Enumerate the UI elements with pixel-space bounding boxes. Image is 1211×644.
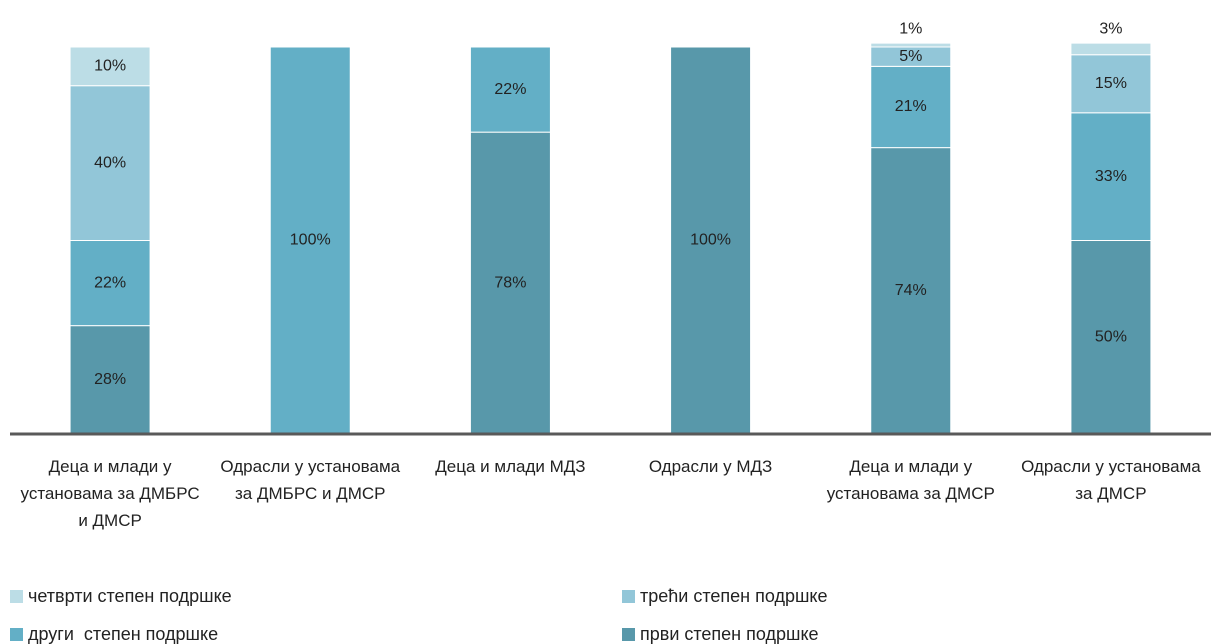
data-label: 40% xyxy=(94,154,126,171)
legend-swatch xyxy=(622,589,635,603)
legend-item: први степен подршке xyxy=(622,622,819,644)
legend-swatch xyxy=(10,589,23,603)
x-tick-label: Деца и млади у установама за ДМБРС и ДМС… xyxy=(20,457,200,530)
data-label: 22% xyxy=(94,274,126,291)
bar-segment xyxy=(670,46,752,435)
data-label: 1% xyxy=(899,20,922,37)
data-label: 15% xyxy=(1095,75,1127,92)
data-label: 10% xyxy=(94,58,126,75)
bar-segment xyxy=(269,46,351,435)
bar-segment xyxy=(1070,54,1152,114)
data-label: 5% xyxy=(899,48,922,65)
x-tick-label: Одрасли у установама за ДМСР xyxy=(1021,457,1201,503)
x-tick-label: Одрасли у МДЗ xyxy=(648,457,773,476)
x-tick-label: Деца и млади МДЗ xyxy=(435,457,586,476)
data-label: 3% xyxy=(1099,20,1122,37)
bar-segment xyxy=(69,325,151,435)
bar-segment xyxy=(870,42,952,48)
data-label: 22% xyxy=(494,81,526,98)
legend-label: први степен подршке xyxy=(640,623,819,644)
data-label: 100% xyxy=(690,232,731,249)
data-label: 100% xyxy=(290,232,331,249)
bar-segment xyxy=(69,240,151,327)
legend-item: трећи степен подршке xyxy=(622,584,828,608)
bar-segment xyxy=(870,65,952,149)
legend-item: четврти степен подршке xyxy=(10,584,232,608)
data-label: 74% xyxy=(895,282,927,299)
data-label: 21% xyxy=(895,98,927,115)
bar-segment xyxy=(69,46,151,87)
bar-segment xyxy=(469,46,551,133)
bar-segment xyxy=(1070,112,1152,241)
x-tick-label: Деца и млади у установама за ДМСР xyxy=(826,457,995,503)
x-tick-label: Одрасли у установама за ДМБРС и ДМСР xyxy=(220,457,401,503)
data-label: 50% xyxy=(1095,328,1127,345)
bar-segment xyxy=(469,131,551,435)
data-label: 78% xyxy=(494,274,526,291)
data-label: 33% xyxy=(1095,168,1127,185)
legend-label: четврти степен подршке xyxy=(28,585,232,606)
data-label: 28% xyxy=(94,371,126,388)
legend-swatch xyxy=(10,627,23,641)
bar-segment xyxy=(1070,42,1152,56)
legend-label: други степен подршке xyxy=(28,623,219,644)
legend-label: трећи степен подршке xyxy=(640,585,828,606)
legend-swatch xyxy=(622,627,635,641)
legend-item: други степен подршке xyxy=(10,622,218,644)
